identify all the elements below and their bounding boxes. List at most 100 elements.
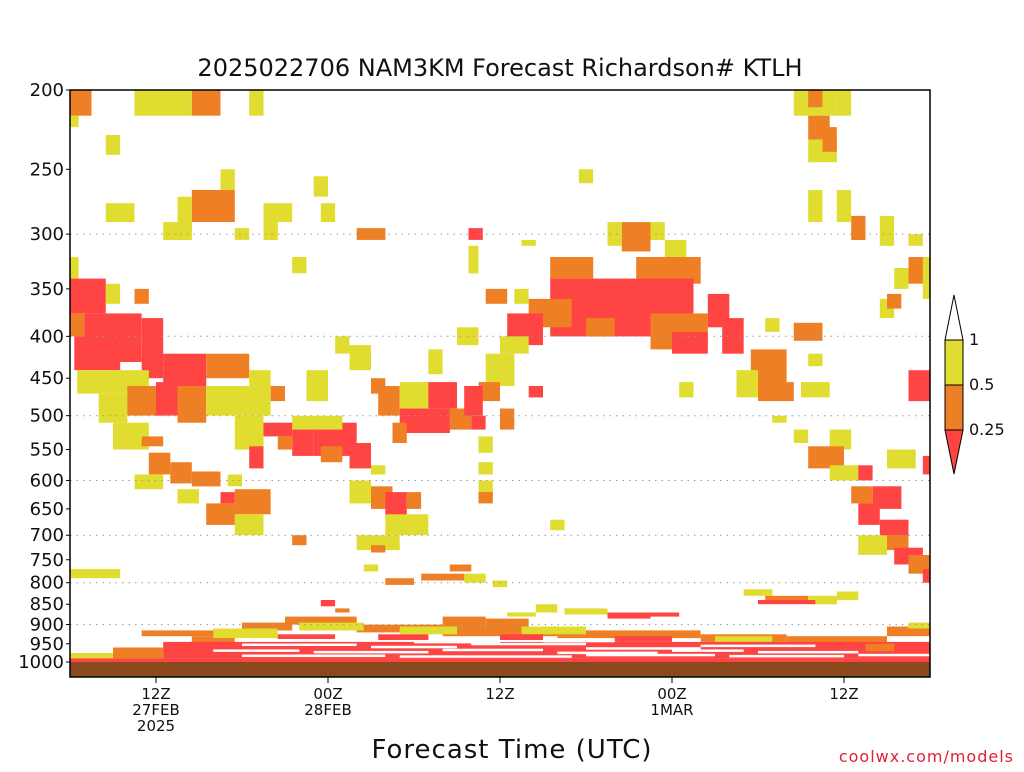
heatmap-cell-yellow	[908, 622, 930, 629]
heatmap-cell-red	[858, 503, 880, 525]
heatmap-streak	[313, 650, 429, 654]
heatmap-cell-yellow	[514, 288, 529, 304]
heatmap-cell-orange	[356, 228, 386, 240]
heatmap-cell-orange	[406, 492, 422, 509]
heatmap-cell-yellow	[105, 203, 135, 223]
heatmap-cell-orange	[887, 626, 930, 637]
heatmap-cell-orange	[191, 471, 221, 487]
heatmap-streak	[672, 649, 744, 652]
heatmap-cell-red	[385, 492, 407, 517]
heatmap-streak	[471, 642, 586, 646]
heatmap-cell-yellow	[500, 336, 529, 354]
heatmap-cell-yellow	[887, 449, 916, 469]
heatmap-cell-yellow	[70, 115, 79, 128]
heatmap-cell-yellow	[650, 222, 665, 240]
y-tick-label: 800	[30, 573, 64, 594]
x-tick-label: 12Z	[485, 685, 514, 703]
heatmap-cell-red	[908, 370, 930, 402]
pressure-gridlines	[70, 233, 930, 626]
heatmap-cell-yellow	[292, 257, 307, 274]
heatmap-streak	[414, 640, 500, 644]
heatmap-cell-yellow	[464, 573, 486, 583]
heatmap-cell-orange	[191, 90, 221, 116]
heatmap-cell-orange	[191, 636, 235, 644]
heatmap-cell-orange	[758, 382, 794, 402]
heatmap-cell-yellow	[829, 429, 852, 450]
y-tick-label: 550	[30, 440, 64, 461]
y-tick-label: 750	[30, 550, 64, 571]
heatmap-cell-red	[378, 634, 429, 640]
heatmap-cell-orange	[550, 257, 594, 279]
heatmap-cell-orange	[242, 622, 293, 631]
heatmap-streak	[442, 648, 543, 652]
y-tick-label: 1000	[18, 652, 64, 673]
y-tick-label: 900	[30, 615, 64, 636]
ground-bar	[70, 662, 930, 677]
heatmap-cell-yellow	[578, 169, 594, 184]
heatmap-cell-yellow	[535, 604, 558, 613]
heatmap-cell-yellow	[177, 489, 199, 504]
heatmap-cell-yellow	[836, 591, 859, 601]
heatmap-cell-yellow	[485, 353, 515, 386]
heatmap-cell-orange	[70, 90, 92, 116]
heatmap-cell-yellow	[521, 240, 536, 246]
heatmap-streak	[586, 647, 701, 650]
heatmap-cell-orange	[371, 378, 386, 394]
chart-title: 2025022706 NAM3KM Forecast Richardson# K…	[197, 54, 802, 82]
heatmap-streak	[586, 653, 715, 657]
y-axis-ticks: 200 250 300 350 400 450 500 550 600 650 700 7508008…	[18, 80, 70, 673]
heatmap-cell-orange	[793, 322, 823, 341]
heatmap-cell-yellow	[356, 535, 400, 551]
heatmap-cell-yellow	[70, 569, 92, 579]
heatmap-cell-orange	[148, 452, 171, 475]
heatmap-streak	[858, 653, 930, 657]
y-tick-label: 200	[30, 80, 64, 101]
heatmap-cell-yellow	[664, 240, 687, 258]
heatmap-cell-yellow	[399, 626, 457, 635]
heatmap-cell-red	[528, 386, 543, 398]
heatmap-streak	[700, 644, 816, 648]
heatmap-cell-yellow	[736, 370, 758, 398]
heatmap-cell-orange	[320, 446, 343, 463]
heatmap-cell-yellow	[829, 465, 859, 481]
heatmap-cell-yellow	[220, 169, 235, 190]
heatmap-cell-red	[650, 612, 680, 617]
heatmap-cell-orange	[822, 127, 837, 152]
heatmap-cell-orange	[485, 618, 529, 631]
heatmap-cell-orange	[141, 630, 257, 637]
y-tick-label: 700	[30, 525, 64, 546]
x-tick-label: 1MAR	[650, 701, 693, 719]
heatmap-cell-orange	[793, 595, 809, 603]
heatmap-cell-yellow	[894, 268, 909, 289]
heatmap-cell-orange	[908, 555, 930, 574]
heatmap-cell-red	[277, 634, 336, 640]
heatmap-cell-yellow	[743, 589, 773, 596]
heatmap-cell-yellow	[177, 196, 192, 229]
heatmap-streak	[729, 654, 844, 658]
heatmap-cell-yellow	[134, 474, 164, 490]
heatmap-cell-yellow	[105, 135, 121, 155]
heatmap-cell-yellow	[564, 608, 608, 615]
heatmap-cell-yellow	[91, 569, 121, 579]
heatmap-cell-orange	[421, 573, 465, 581]
heatmap-streak	[557, 651, 658, 655]
heatmap-cell-orange	[292, 535, 307, 546]
heatmap-cell-orange	[285, 616, 357, 625]
heatmap-cell-yellow	[808, 190, 823, 222]
x-tick-label: 00Z	[313, 685, 342, 703]
heatmap-cell-yellow	[313, 176, 328, 197]
heatmap-cell-red	[70, 278, 106, 314]
heatmap-cell-orange	[887, 293, 902, 309]
heatmap-cell-yellow	[105, 283, 121, 304]
heatmap-cell-yellow	[249, 90, 264, 116]
y-tick-label: 850	[30, 594, 64, 615]
heatmap-cell-orange	[621, 222, 651, 252]
heatmap-cell-red	[74, 336, 121, 371]
y-tick-label: 950	[30, 634, 64, 655]
heatmap-cell-orange	[371, 545, 386, 553]
heatmap-cell-orange	[442, 628, 558, 637]
heatmap-cell-orange	[765, 595, 794, 603]
heatmap-cell-yellow	[550, 519, 565, 531]
